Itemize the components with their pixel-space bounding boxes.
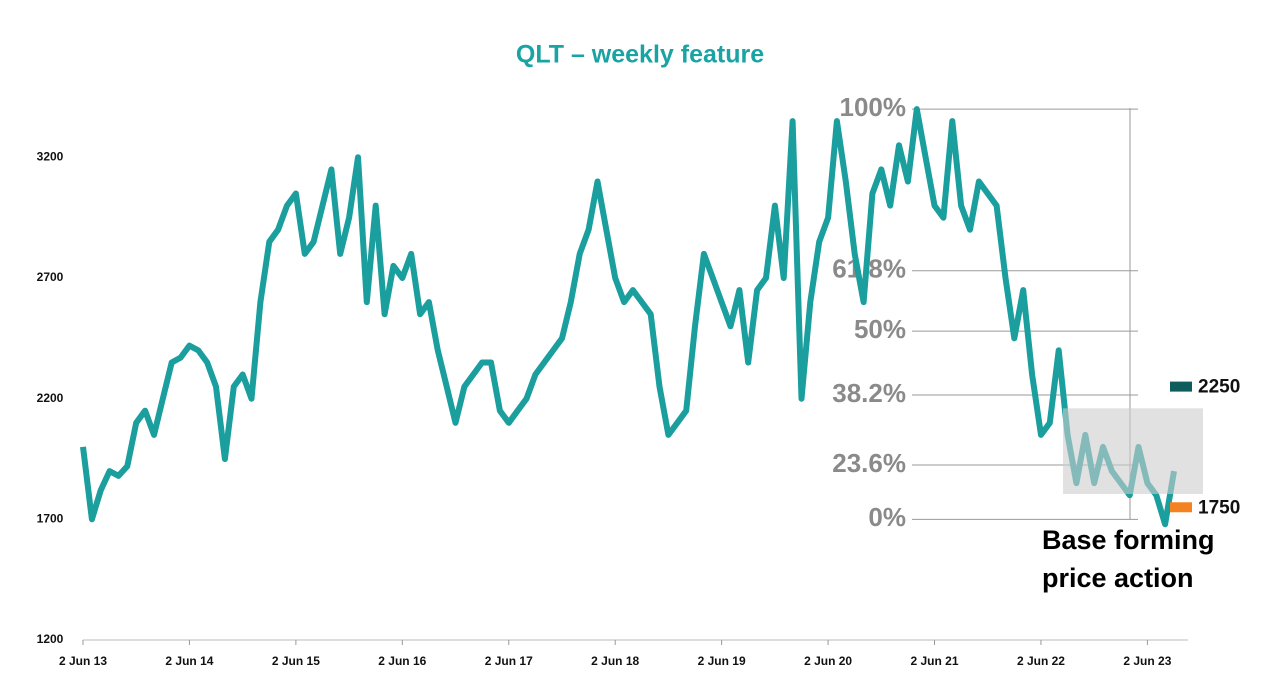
x-tick-label: 2 Jun 13 [59,654,107,668]
x-tick-label: 2 Jun 23 [1123,654,1171,668]
fib-label: 50% [854,314,906,344]
x-tick-label: 2 Jun 18 [591,654,639,668]
x-tick-label: 2 Jun 19 [698,654,746,668]
marker-label: 1750 [1198,497,1240,518]
x-tick-label: 2 Jun 22 [1017,654,1065,668]
base-box [1063,408,1203,494]
marker [1170,502,1192,513]
chart-title: QLT – weekly feature [516,41,764,69]
annotation: Base forming [1042,525,1215,555]
price-line [80,106,1177,528]
y-tick-label: 2200 [37,391,64,405]
marker [1170,381,1192,392]
x-tick-label: 2 Jun 16 [378,654,426,668]
x-tick-label: 2 Jun 14 [165,654,213,668]
x-tick-label: 2 Jun 15 [272,654,320,668]
y-tick-label: 2700 [37,270,64,284]
x-tick-label: 2 Jun 20 [804,654,852,668]
y-tick-label: 1200 [37,632,64,646]
fib-label: 38.2% [832,378,906,408]
annotation: price action [1042,563,1194,593]
fib-label: 23.6% [832,448,906,478]
x-tick-label: 2 Jun 21 [911,654,959,668]
y-tick-label: 3200 [37,150,64,164]
fib-label: 100% [840,92,907,122]
marker-label: 2250 [1198,377,1240,398]
y-tick-label: 1700 [37,512,64,526]
fib-label: 0% [868,502,906,532]
x-tick-label: 2 Jun 17 [485,654,533,668]
